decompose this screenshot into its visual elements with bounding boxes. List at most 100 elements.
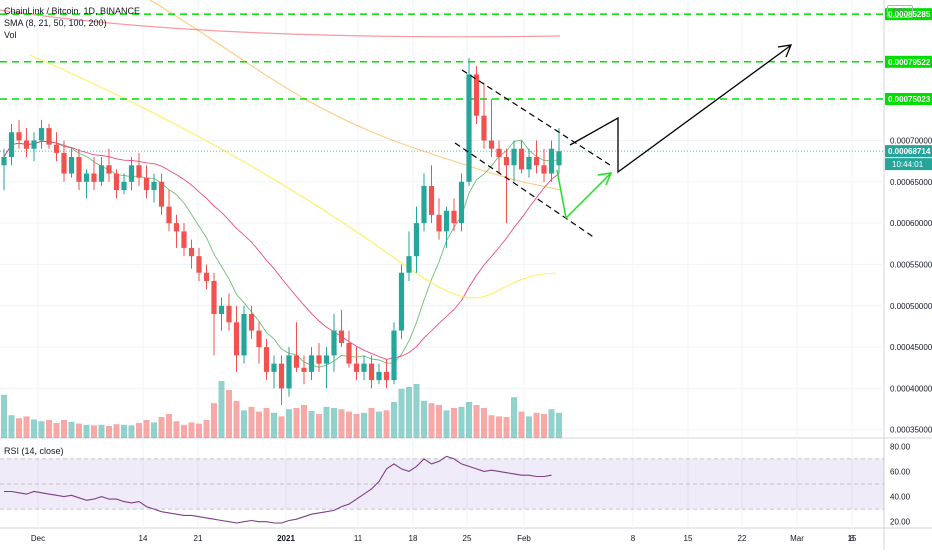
volume-bar (556, 412, 562, 438)
currency-badge[interactable]: BTC (887, 5, 913, 18)
time-tick-label: 22 (738, 534, 747, 543)
projection-arrowhead (777, 44, 793, 58)
symbol-title[interactable]: ChainLink / Bitcoin, 1D, BINANCE (4, 6, 141, 16)
volume-bar (188, 422, 195, 438)
sma-50-line (29, 54, 557, 299)
candle-body (61, 152, 67, 174)
candle-body (188, 247, 195, 257)
volume-bar (503, 417, 510, 438)
volume-bar (263, 408, 270, 438)
volume-bar (331, 408, 337, 438)
rsi-tick-label: 60.00 (890, 467, 911, 476)
price-axis[interactable]: 0.00070000 0.00065000 0.00060000 0.00055000… (885, 8, 932, 435)
volume-bar (398, 388, 405, 438)
candle-body (413, 223, 420, 257)
time-tick-label: 8 (631, 534, 636, 543)
moving-averages (0, 0, 561, 368)
volume-bar (436, 405, 442, 438)
volume-legend[interactable]: Vol (4, 30, 17, 40)
volume-bar (451, 408, 457, 438)
candle-body (406, 256, 412, 273)
volume-bar (68, 421, 75, 438)
sma-200-line (0, 9, 561, 38)
volume-bar (421, 400, 427, 438)
candle-body (428, 185, 435, 215)
candle-body (398, 272, 405, 331)
price-tick-label: 0.00065000 (890, 178, 932, 187)
volume-bar (526, 416, 532, 438)
volume-bar (53, 423, 60, 438)
candle-body (496, 148, 502, 158)
volume-bars (1, 381, 562, 438)
drawings (454, 44, 793, 239)
candle-body (533, 157, 540, 166)
volume-bar (226, 390, 232, 438)
level-price-tag (885, 92, 932, 105)
time-tick-label: Feb (517, 534, 531, 543)
volume-bar (23, 416, 30, 438)
candle-body (143, 177, 150, 191)
candle-body (98, 165, 105, 182)
time-tick-label: 2021 (277, 534, 295, 543)
countdown-tag (885, 158, 932, 171)
candle-body (8, 132, 15, 158)
time-tick-label: 8 (850, 534, 855, 543)
volume-bar (413, 384, 420, 438)
candle-body (38, 128, 45, 141)
sma-line (3, 139, 560, 368)
rsi-legend[interactable]: RSI (14, close) (4, 446, 64, 456)
candle-body (301, 367, 307, 372)
volume-bar (293, 408, 300, 438)
volume-bar (518, 411, 525, 438)
candle-body (323, 355, 330, 364)
volume-bar (548, 409, 555, 438)
price-tick-label: 0.00035000 (890, 426, 932, 435)
volume-bar (323, 406, 330, 438)
volume-bar (278, 416, 285, 438)
rsi-line (4, 455, 552, 524)
volume-bar (38, 421, 45, 438)
volume-bar (143, 420, 150, 438)
volume-bar (128, 425, 135, 438)
candle-body (278, 363, 285, 389)
rsi-series-line (4, 455, 552, 524)
candle-body (361, 363, 367, 372)
candle-body (271, 363, 277, 372)
candle-body (338, 330, 345, 343)
candle-body (458, 181, 465, 224)
candle-body (218, 305, 225, 315)
volume-bar (248, 406, 255, 438)
volume-bar (151, 422, 157, 438)
rsi-tick-label: 80.00 (890, 442, 911, 451)
candle-body (548, 148, 555, 174)
candle-body (451, 210, 457, 224)
volume-bar (218, 381, 225, 438)
volume-bar (301, 405, 307, 438)
price-tick-label: 0.00050000 (890, 302, 932, 311)
candle-body (556, 151, 562, 166)
candle-body (113, 173, 120, 191)
candle-body (263, 347, 270, 372)
rsi-tick-label: 40.00 (890, 493, 911, 502)
time-axis[interactable]: Dec 14 21 2021 11 18 25 Feb 8 15 22 Mar 815 (31, 534, 857, 543)
price-tick-label: 0.00055000 (890, 260, 932, 269)
volume-bar (361, 412, 367, 438)
candle-body (383, 371, 390, 381)
candle-body (173, 223, 180, 232)
volume-bar (196, 423, 202, 438)
candle-body (376, 371, 382, 381)
candle-body (233, 322, 240, 356)
green-arrowhead (597, 172, 613, 186)
candle-body (31, 140, 37, 149)
candle-body (53, 144, 60, 153)
rsi-band (0, 458, 884, 510)
candle-body (503, 157, 510, 166)
candle-body (23, 140, 30, 149)
volume-bar (76, 423, 82, 438)
sma-legend[interactable]: SMA (8, 21, 50, 100, 200) (4, 18, 107, 28)
volume-bar (1, 394, 7, 438)
candle-body (541, 165, 547, 174)
